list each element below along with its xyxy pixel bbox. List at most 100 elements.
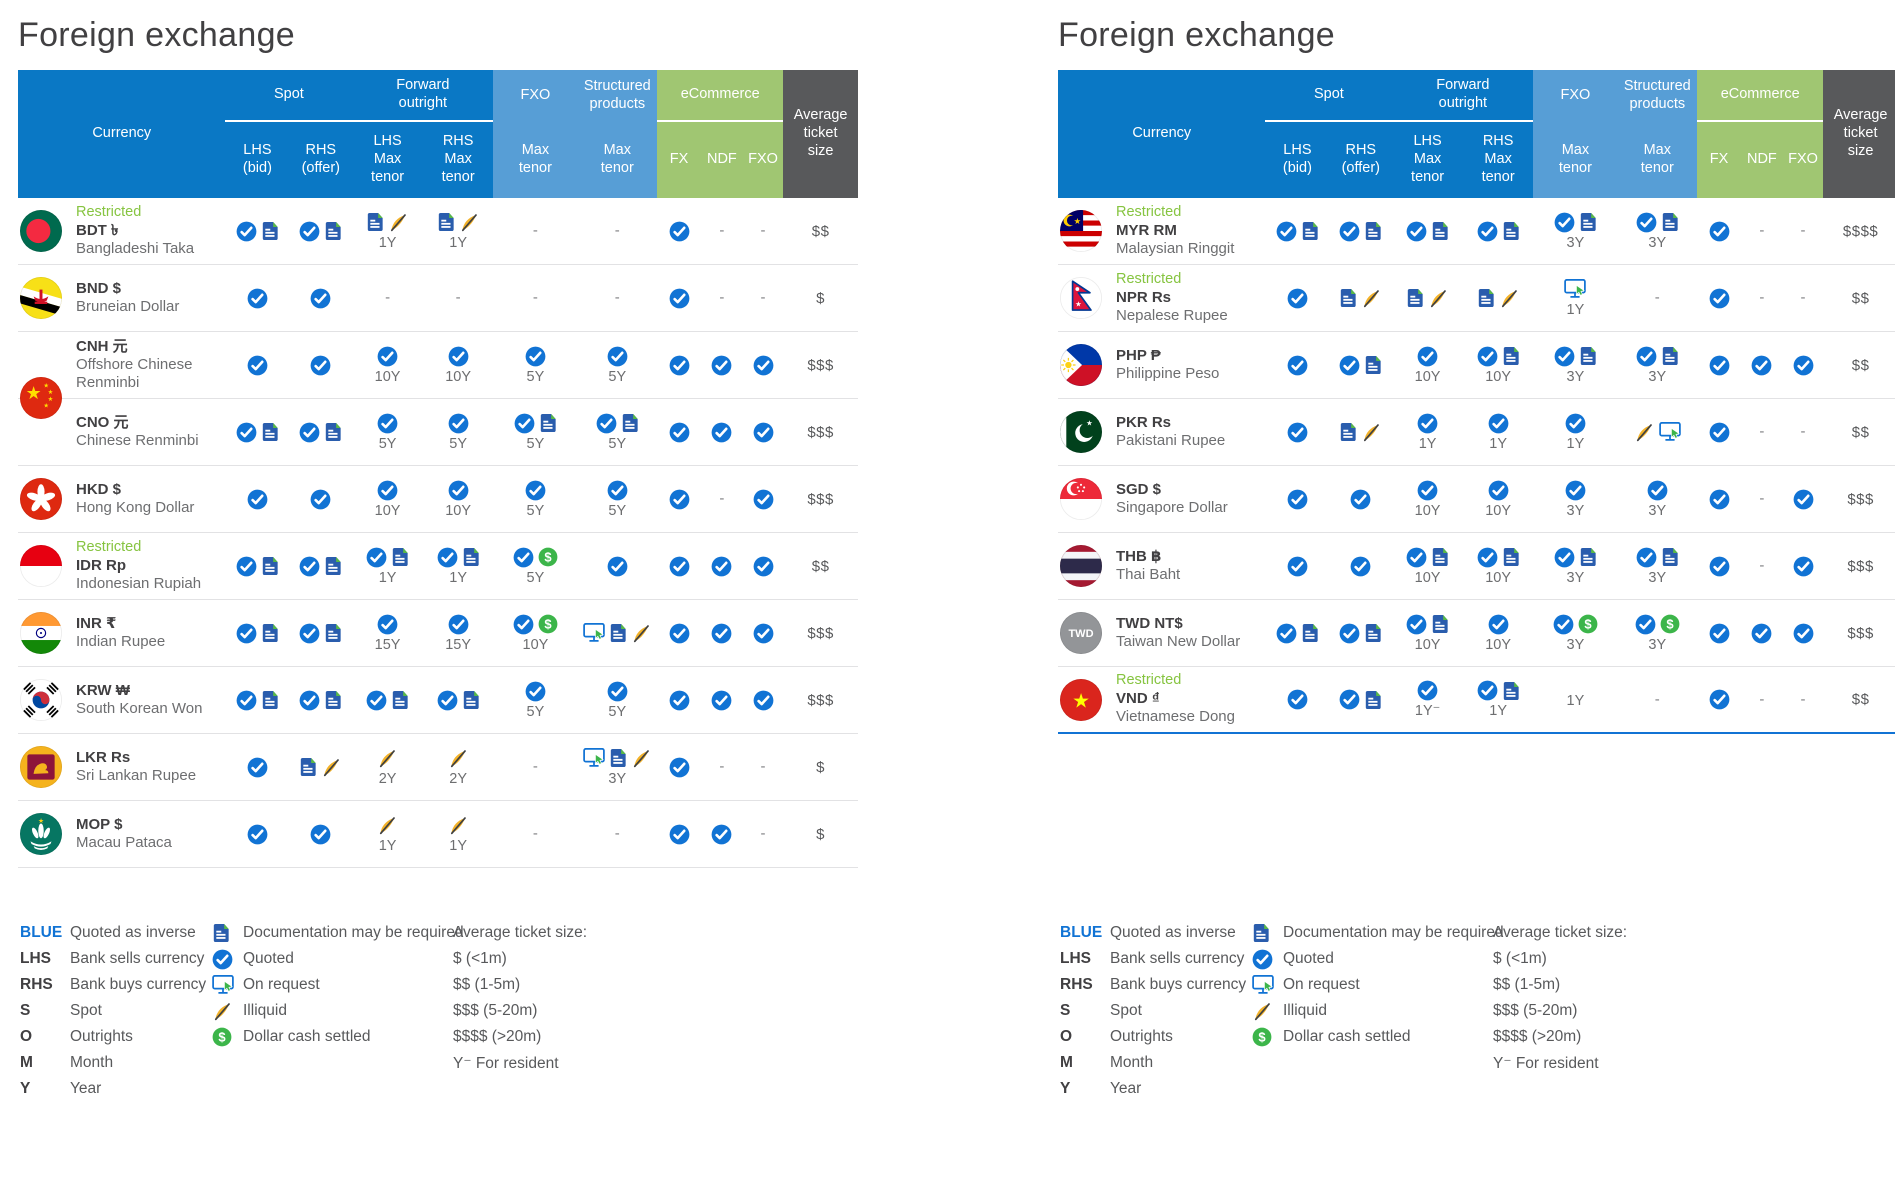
documentation-required-icon <box>366 212 384 232</box>
tenor-label: 5Y <box>526 502 545 519</box>
table-row: THB ฿ Thai Baht 10Y 10Y 3Y 3Y - $$$ <box>1058 533 1895 600</box>
currency-name: Indian Rupee <box>76 633 166 650</box>
fxo-max-tenor-cell: 3Y <box>1533 332 1618 399</box>
currency-name: Bangladeshi Taka <box>76 239 195 257</box>
on-request-icon <box>583 747 605 769</box>
quoted-check-icon <box>299 221 320 242</box>
on-request-icon <box>1564 278 1587 300</box>
quoted-check-icon <box>448 346 469 367</box>
forward-rhs-max-tenor-cell: 1Y <box>422 801 494 868</box>
tenor-label: 1Y <box>378 837 397 854</box>
quoted-check-icon <box>1636 346 1657 367</box>
legend-item: LHS Bank sells currency <box>20 946 206 972</box>
legend-label: Quoted <box>1283 950 1334 967</box>
ecommerce-ndf-cell <box>700 332 743 399</box>
svg-text:$: $ <box>544 550 552 565</box>
dollar-cash-settled-icon: $ <box>212 1027 243 1047</box>
currency-cell: PHP ₱ Philippine Peso <box>1058 332 1266 399</box>
legend-ticket-sizes: Average ticket size: $ (<1m) $$ (1-5m) $$$ … <box>1493 920 1627 1076</box>
fxo-max-tenor-cell: $3Y <box>1533 600 1618 667</box>
quoted-check-icon <box>753 422 774 443</box>
forward-rhs-max-tenor-cell <box>1462 198 1534 265</box>
not-available-dash: - <box>1800 423 1806 440</box>
legend-label: Bank sells currency <box>70 950 205 967</box>
documentation-required-icon <box>1431 221 1449 241</box>
average-ticket-size-value: $$ <box>1823 332 1895 399</box>
svg-text:★: ★ <box>1074 216 1082 226</box>
spot-rhs-offer-cell <box>1329 600 1393 667</box>
tenor-label: 3Y <box>1566 234 1585 251</box>
fxo-max-tenor-cell: - <box>493 198 578 265</box>
column-header-fx: FX <box>657 122 701 198</box>
column-header-fxo-max-tenor: Max tenor <box>1533 122 1618 198</box>
documentation-required-icon <box>261 221 279 241</box>
not-available-dash: - <box>719 289 725 306</box>
currency-code: PKR Rs <box>1116 413 1172 431</box>
legend-item: O Outrights <box>20 1024 206 1050</box>
documentation-required-icon <box>324 556 342 576</box>
table-row: SGD $ Singapore Dollar 10Y 10Y 3Y 3Y - $$$ <box>1058 466 1895 533</box>
quoted-check-icon <box>711 355 732 376</box>
column-header-currency: Currency <box>1058 70 1266 198</box>
quoted-check-icon <box>669 824 690 845</box>
column-header-currency: Currency <box>18 70 226 198</box>
spot-lhs-bid-cell <box>225 801 290 868</box>
quoted-check-icon <box>236 556 257 577</box>
quoted-check-icon <box>1488 480 1509 501</box>
currency-code: PHP ₱ <box>1116 346 1161 364</box>
currency-cell: THB ฿ Thai Baht <box>1058 533 1266 600</box>
legend-key: LHS <box>20 950 51 967</box>
tenor-label: 10Y <box>1485 569 1512 586</box>
tenor-label: 5Y <box>608 368 627 385</box>
structured-max-tenor-cell: 3Y <box>577 734 658 801</box>
ecommerce-ndf-cell: - <box>700 265 743 332</box>
quoted-check-icon <box>1417 480 1438 501</box>
legend-label: Quoted as inverse <box>70 924 196 941</box>
legend-label: Month <box>1110 1054 1154 1071</box>
tenor-label: 3Y <box>1648 569 1667 586</box>
documentation-required-icon <box>261 556 279 576</box>
not-available-dash: - <box>1759 222 1765 239</box>
svg-text:★: ★ <box>48 396 54 403</box>
legend-abbreviations: BLUE Quoted as inverse LHS Bank sells curre… <box>20 920 206 1102</box>
average-ticket-size-value: $ <box>783 801 858 868</box>
illiquid-icon <box>1361 422 1382 443</box>
quoted-check-icon <box>711 422 732 443</box>
currency-name: Nepalese Rupee <box>1116 306 1228 324</box>
documentation-required-icon <box>609 748 627 768</box>
spot-lhs-bid-cell <box>225 734 290 801</box>
legend-key: BLUE <box>20 924 63 941</box>
illiquid-icon <box>1428 288 1449 309</box>
tenor-label: 1Y <box>1566 302 1585 318</box>
legend-item: O Outrights <box>1060 1024 1246 1050</box>
legend-item: BLUE Quoted as inverse <box>1060 920 1246 946</box>
spot-rhs-offer-cell <box>1329 332 1393 399</box>
tenor-label: 3Y <box>1566 569 1585 586</box>
quoted-check-icon <box>1554 547 1575 568</box>
not-available-dash: - <box>532 222 538 239</box>
illiquid-icon <box>377 748 398 769</box>
ecommerce-fxo-cell: - <box>742 265 784 332</box>
currency-cell: BND $ Bruneian Dollar <box>18 265 226 332</box>
table-row: HKD $ Hong Kong Dollar 10Y 10Y 5Y 5Y - $$$ <box>18 466 858 533</box>
quoted-check-icon <box>1751 355 1772 376</box>
spot-lhs-bid-cell <box>1265 399 1330 466</box>
ecommerce-fx-cell <box>1697 466 1741 533</box>
average-ticket-size-value: $$$ <box>1823 466 1895 533</box>
structured-max-tenor-cell: 5Y <box>577 332 658 399</box>
legend-ticket-title: Average ticket size: <box>1493 924 1628 941</box>
documentation-required-icon <box>462 690 480 710</box>
documentation-required-icon <box>391 690 409 710</box>
forward-rhs-max-tenor-cell: - <box>422 265 494 332</box>
structured-max-tenor-cell: - <box>577 265 658 332</box>
legend-label: Bank buys currency <box>1110 976 1247 993</box>
quoted-check-icon <box>1488 614 1509 635</box>
tenor-label: 5Y <box>526 368 545 385</box>
ecommerce-fx-cell <box>1697 399 1741 466</box>
svg-text:★: ★ <box>26 383 42 403</box>
fxo-max-tenor-cell: 5Y <box>493 466 578 533</box>
quoted-check-icon <box>1751 623 1772 644</box>
spot-rhs-offer-cell <box>1329 265 1393 332</box>
spot-lhs-bid-cell <box>1265 332 1330 399</box>
on-request-icon <box>1252 974 1283 996</box>
